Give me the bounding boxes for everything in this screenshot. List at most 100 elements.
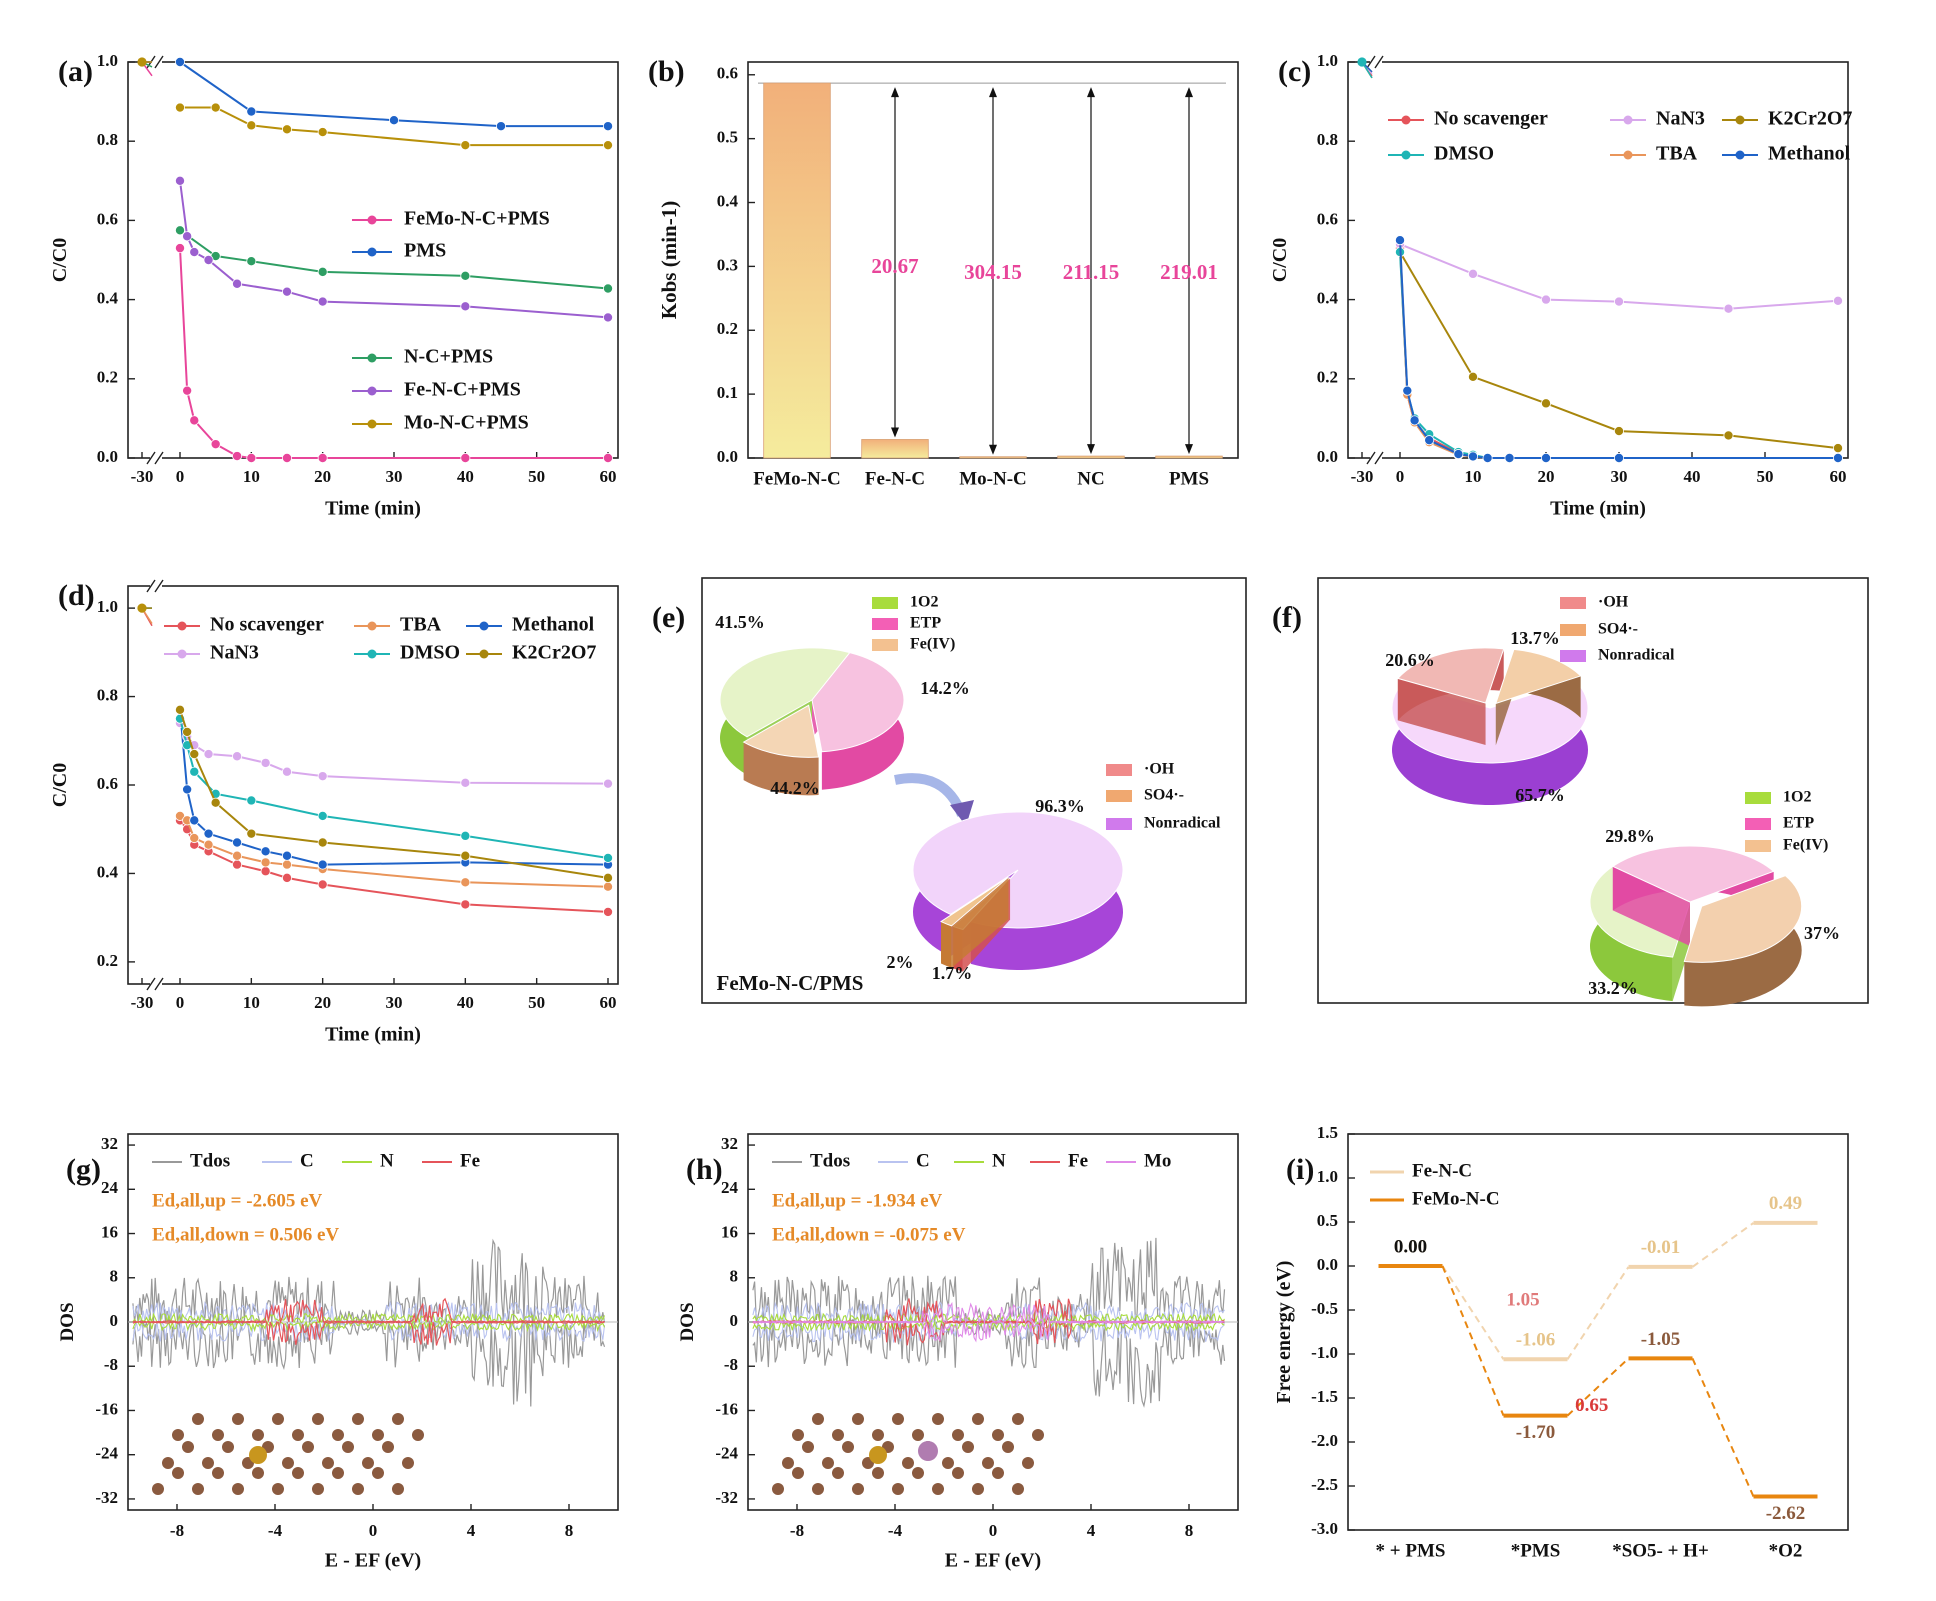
panel-c: -30 0 10 20 30 40 50 60 0.0 0.2 0.4 0.6 0.8 1.0 (c) C/C… [1269,51,1852,520]
y-tick-label: 0.4 [97,289,119,308]
y-tick-label: 1.0 [1317,1167,1338,1186]
dos-curve [132,1300,605,1325]
panel-label: (f) [1272,601,1302,634]
energy-value-label: -2.62 [1766,1503,1806,1524]
panel-f: (f) ·OH SO4·- Nonradical 13.7% 20.6% 65.7% 1O2 E… [1272,577,1869,1007]
legend-marker [1623,150,1633,160]
y-tick-label: 32 [101,1134,118,1153]
x-tick-label: 30 [1611,467,1628,486]
legend-marker [367,247,377,257]
panel-label: (c) [1278,55,1311,88]
atom-carbon [342,1441,354,1453]
atom-carbon [372,1467,384,1479]
data-point [1409,415,1420,426]
x-tick-label: Fe-N-C [865,468,925,489]
axis-break [154,579,164,593]
panel-label: (b) [648,55,685,88]
axis-break [154,55,164,69]
y-tick-label: -2.5 [1311,1475,1338,1494]
pie-slice [811,652,905,753]
data-point [603,140,614,151]
atom-carbon [1012,1483,1024,1495]
panel-label: (g) [66,1153,101,1186]
data-point [174,704,185,715]
y-axis-label: C/C0 [49,763,71,807]
atom-carbon [912,1429,924,1441]
x-tick-label: 4 [467,1521,476,1540]
y-tick-label: 0.8 [1317,130,1338,149]
atom-carbon [872,1429,884,1441]
y-tick-label: -1.0 [1311,1343,1338,1362]
data-point-start [1357,57,1367,67]
legend-label: ETP [910,615,941,632]
legend-swatch [1106,764,1132,776]
atom-carbon [412,1429,424,1441]
data-point [460,899,471,910]
dos-curve [752,1301,1225,1324]
atom-carbon [792,1429,804,1441]
y-tick-label: 0.4 [717,191,739,210]
data-point [603,312,614,323]
series-line [1399,240,1838,459]
y-tick-label: -24 [95,1444,118,1463]
y-tick-label: -3.0 [1311,1519,1338,1538]
data-point [260,857,271,868]
d-band-center-up: Ed,all,up = -1.934 eV [772,1190,943,1211]
panel-frame [1317,577,1869,1004]
legend-marker [177,649,187,659]
legend-marker [1735,115,1745,125]
arrow-head [989,444,997,455]
data-point [182,784,193,795]
legend-marker [367,419,377,429]
data-point [460,452,471,463]
pie-value-label: 41.5% [715,612,765,632]
x-tick-label: 8 [1185,1521,1194,1540]
atom-fe [869,1446,887,1464]
plot-frame [127,61,619,459]
panel-i: 1.5 1.0 0.5 0.0 -0.5 -1.0 -1.5 -2.0 -2.5 -3.0 * + … [1273,1123,1849,1561]
arrow-head [989,87,997,98]
data-point [1482,452,1493,463]
atom-carbon [962,1441,974,1453]
x-tick-label: 0 [176,993,185,1012]
legend-swatch [1560,597,1586,609]
data-point [603,906,614,917]
y-tick-label: 0.6 [717,64,738,83]
x-tick-label: *O2 [1769,1540,1803,1561]
data-point [460,830,471,841]
panel-frame [701,577,1247,1004]
legend-label: Methanol [512,614,595,636]
data-point [260,866,271,877]
data-point [603,778,614,789]
legend-label: NaN3 [1656,108,1705,130]
atom-carbon [832,1429,844,1441]
panel-b: 0.0 0.1 0.2 0.3 0.4 0.5 0.6 FeMo-N-C Fe-N-C 20.67… [648,55,1239,489]
legend-label: Fe(IV) [1783,837,1828,854]
x-tick-label: 60 [600,993,617,1012]
data-point [182,231,193,242]
x-tick-label: -8 [790,1521,804,1540]
legend-marker [367,215,377,225]
data-point [1541,294,1552,305]
pie-slice [1683,875,1803,963]
legend-label: Nonradical [1144,815,1221,832]
panel-g: -8 -4 0 4 8 32 24 16 8 0 -8 -16 -24 -32 Tdos C N Fe Ed,all… [57,1133,619,1572]
legend-label: C [300,1150,314,1171]
series-line [179,815,609,888]
y-tick-label: 1.0 [1317,51,1338,70]
legend-marker [367,386,377,396]
x-axis-label: E - EF (eV) [945,1550,1041,1572]
pie-slice [719,647,851,738]
legend-swatch [1560,624,1586,636]
y-tick-label: 0.2 [717,319,738,338]
data-point [246,256,257,267]
data-point [246,452,257,463]
atom-carbon [272,1413,284,1425]
data-point [603,283,614,294]
d-band-center-down: Ed,all,down = -0.075 eV [772,1224,966,1245]
bar [1155,455,1223,459]
legend-label: SO4·- [1144,787,1184,804]
data-point [1614,452,1625,463]
legend-label: ETP [1783,815,1814,832]
series-line [179,718,609,859]
